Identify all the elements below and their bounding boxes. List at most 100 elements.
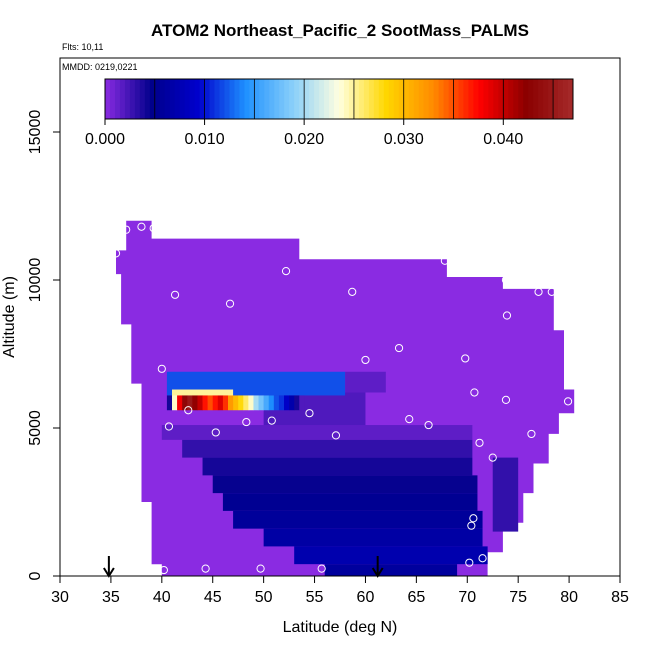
heatmap-cell bbox=[345, 371, 386, 393]
sample-point bbox=[527, 429, 536, 439]
colorbar-segment bbox=[518, 79, 524, 119]
colorbar-segment bbox=[448, 79, 454, 119]
sample-point bbox=[157, 364, 166, 373]
sample-point bbox=[256, 564, 265, 573]
dates-label: MMDD: 0219,0221 bbox=[62, 62, 138, 72]
sample-point bbox=[475, 438, 484, 447]
sample-point bbox=[122, 225, 131, 234]
colorbar-segment bbox=[149, 79, 156, 119]
colorbar-segment bbox=[468, 79, 474, 119]
colorbar-segment bbox=[329, 79, 335, 119]
colorbar-segment bbox=[443, 79, 449, 119]
colorbar-segment bbox=[493, 79, 499, 119]
heatmap-cell bbox=[192, 395, 198, 411]
colorbar-segment bbox=[473, 79, 479, 119]
x-tick-label: 60 bbox=[357, 589, 375, 606]
colorbar-segment bbox=[488, 79, 494, 119]
colorbar-segment bbox=[179, 79, 186, 119]
colorbar-segment bbox=[314, 79, 320, 119]
heatmap-cell bbox=[182, 395, 188, 411]
sample-point bbox=[501, 395, 511, 404]
x-tick-label: 50 bbox=[255, 589, 273, 606]
sample-point bbox=[184, 406, 193, 415]
x-tick-label: 75 bbox=[509, 589, 527, 606]
colorbar-segment bbox=[319, 79, 325, 119]
colorbar-segment bbox=[219, 79, 225, 119]
heatmap-field bbox=[116, 220, 575, 577]
colorbar-segment bbox=[144, 79, 151, 119]
x-axis-label: Latitude (deg N) bbox=[283, 619, 398, 636]
colorbar-segment bbox=[284, 79, 290, 119]
colorbar-segment bbox=[289, 79, 295, 119]
colorbar-segment bbox=[249, 79, 255, 119]
sample-point bbox=[502, 311, 512, 320]
heatmap-cell bbox=[233, 395, 239, 411]
heatmap-cell bbox=[324, 564, 458, 576]
colorbar-segment bbox=[438, 79, 444, 119]
colorbar-segment bbox=[154, 79, 161, 119]
heatmap-cell bbox=[177, 395, 183, 411]
heatmap-cell bbox=[263, 395, 270, 411]
colorbar-segment bbox=[568, 79, 574, 119]
heatmap-cell bbox=[253, 395, 259, 411]
sample-point bbox=[317, 564, 326, 573]
sample-point bbox=[488, 453, 497, 462]
heatmap-cell bbox=[217, 395, 224, 411]
colorbar-segment bbox=[528, 79, 534, 119]
sample-point bbox=[501, 275, 511, 285]
colorbar-segment bbox=[418, 79, 425, 119]
colorbar-segment bbox=[189, 79, 196, 119]
colorbar-segment bbox=[548, 79, 554, 119]
colorbar-segment bbox=[393, 79, 400, 119]
heatmap-cell bbox=[263, 528, 483, 547]
colorbar-segment bbox=[199, 79, 205, 119]
sample-point bbox=[534, 287, 543, 296]
colorbar-segment bbox=[478, 79, 484, 119]
x-tick-label: 65 bbox=[407, 589, 425, 606]
colorbar-segment bbox=[538, 79, 544, 119]
sample-point bbox=[348, 287, 357, 296]
colorbar-segment bbox=[428, 79, 434, 119]
colorbar-segment bbox=[523, 79, 529, 119]
colorbar-segment bbox=[388, 79, 395, 119]
colorbar-segment bbox=[398, 79, 405, 119]
heatmap-cell bbox=[212, 475, 478, 494]
colorbar-segment bbox=[264, 79, 270, 119]
colorbar-segment bbox=[234, 79, 240, 119]
heatmap-cell bbox=[268, 395, 275, 411]
sample-point bbox=[394, 343, 404, 353]
colorbar-segment bbox=[368, 79, 375, 119]
colorbar-segment bbox=[498, 79, 504, 119]
colorbar-tick-label: 0.020 bbox=[284, 131, 324, 148]
colorbar-segment bbox=[553, 79, 559, 119]
colorbar-segment bbox=[169, 79, 176, 119]
colorbar-segment bbox=[343, 79, 350, 119]
sample-point bbox=[478, 554, 487, 563]
sample-point bbox=[267, 416, 276, 425]
heatmap-cell bbox=[233, 510, 483, 529]
heatmap-cell bbox=[289, 395, 295, 411]
heatmap-cell bbox=[294, 546, 488, 565]
colorbar-segment bbox=[105, 79, 111, 119]
sample-point bbox=[242, 417, 251, 427]
colorbar-segment bbox=[408, 79, 415, 119]
colorbar-segment bbox=[159, 79, 166, 119]
colorbar-segment bbox=[348, 79, 355, 119]
colorbar-segment bbox=[353, 79, 360, 119]
colorbar-segment bbox=[274, 79, 280, 119]
colorbar-segment bbox=[304, 79, 310, 119]
colorbar-segment bbox=[299, 79, 305, 119]
colorbar-segment bbox=[558, 79, 564, 119]
colorbar-segment bbox=[139, 79, 146, 119]
colorbar-segment bbox=[403, 79, 410, 119]
colorbar-segment bbox=[294, 79, 300, 119]
colorbar-segment bbox=[124, 79, 131, 119]
heatmap-cell bbox=[166, 395, 173, 411]
colorbar-segment bbox=[533, 79, 539, 119]
colorbar-segment bbox=[373, 79, 380, 119]
heatmap-cell bbox=[207, 395, 214, 411]
heatmap-cell bbox=[212, 395, 219, 411]
colorbar-segment bbox=[358, 79, 365, 119]
colorbar-segment bbox=[458, 79, 464, 119]
